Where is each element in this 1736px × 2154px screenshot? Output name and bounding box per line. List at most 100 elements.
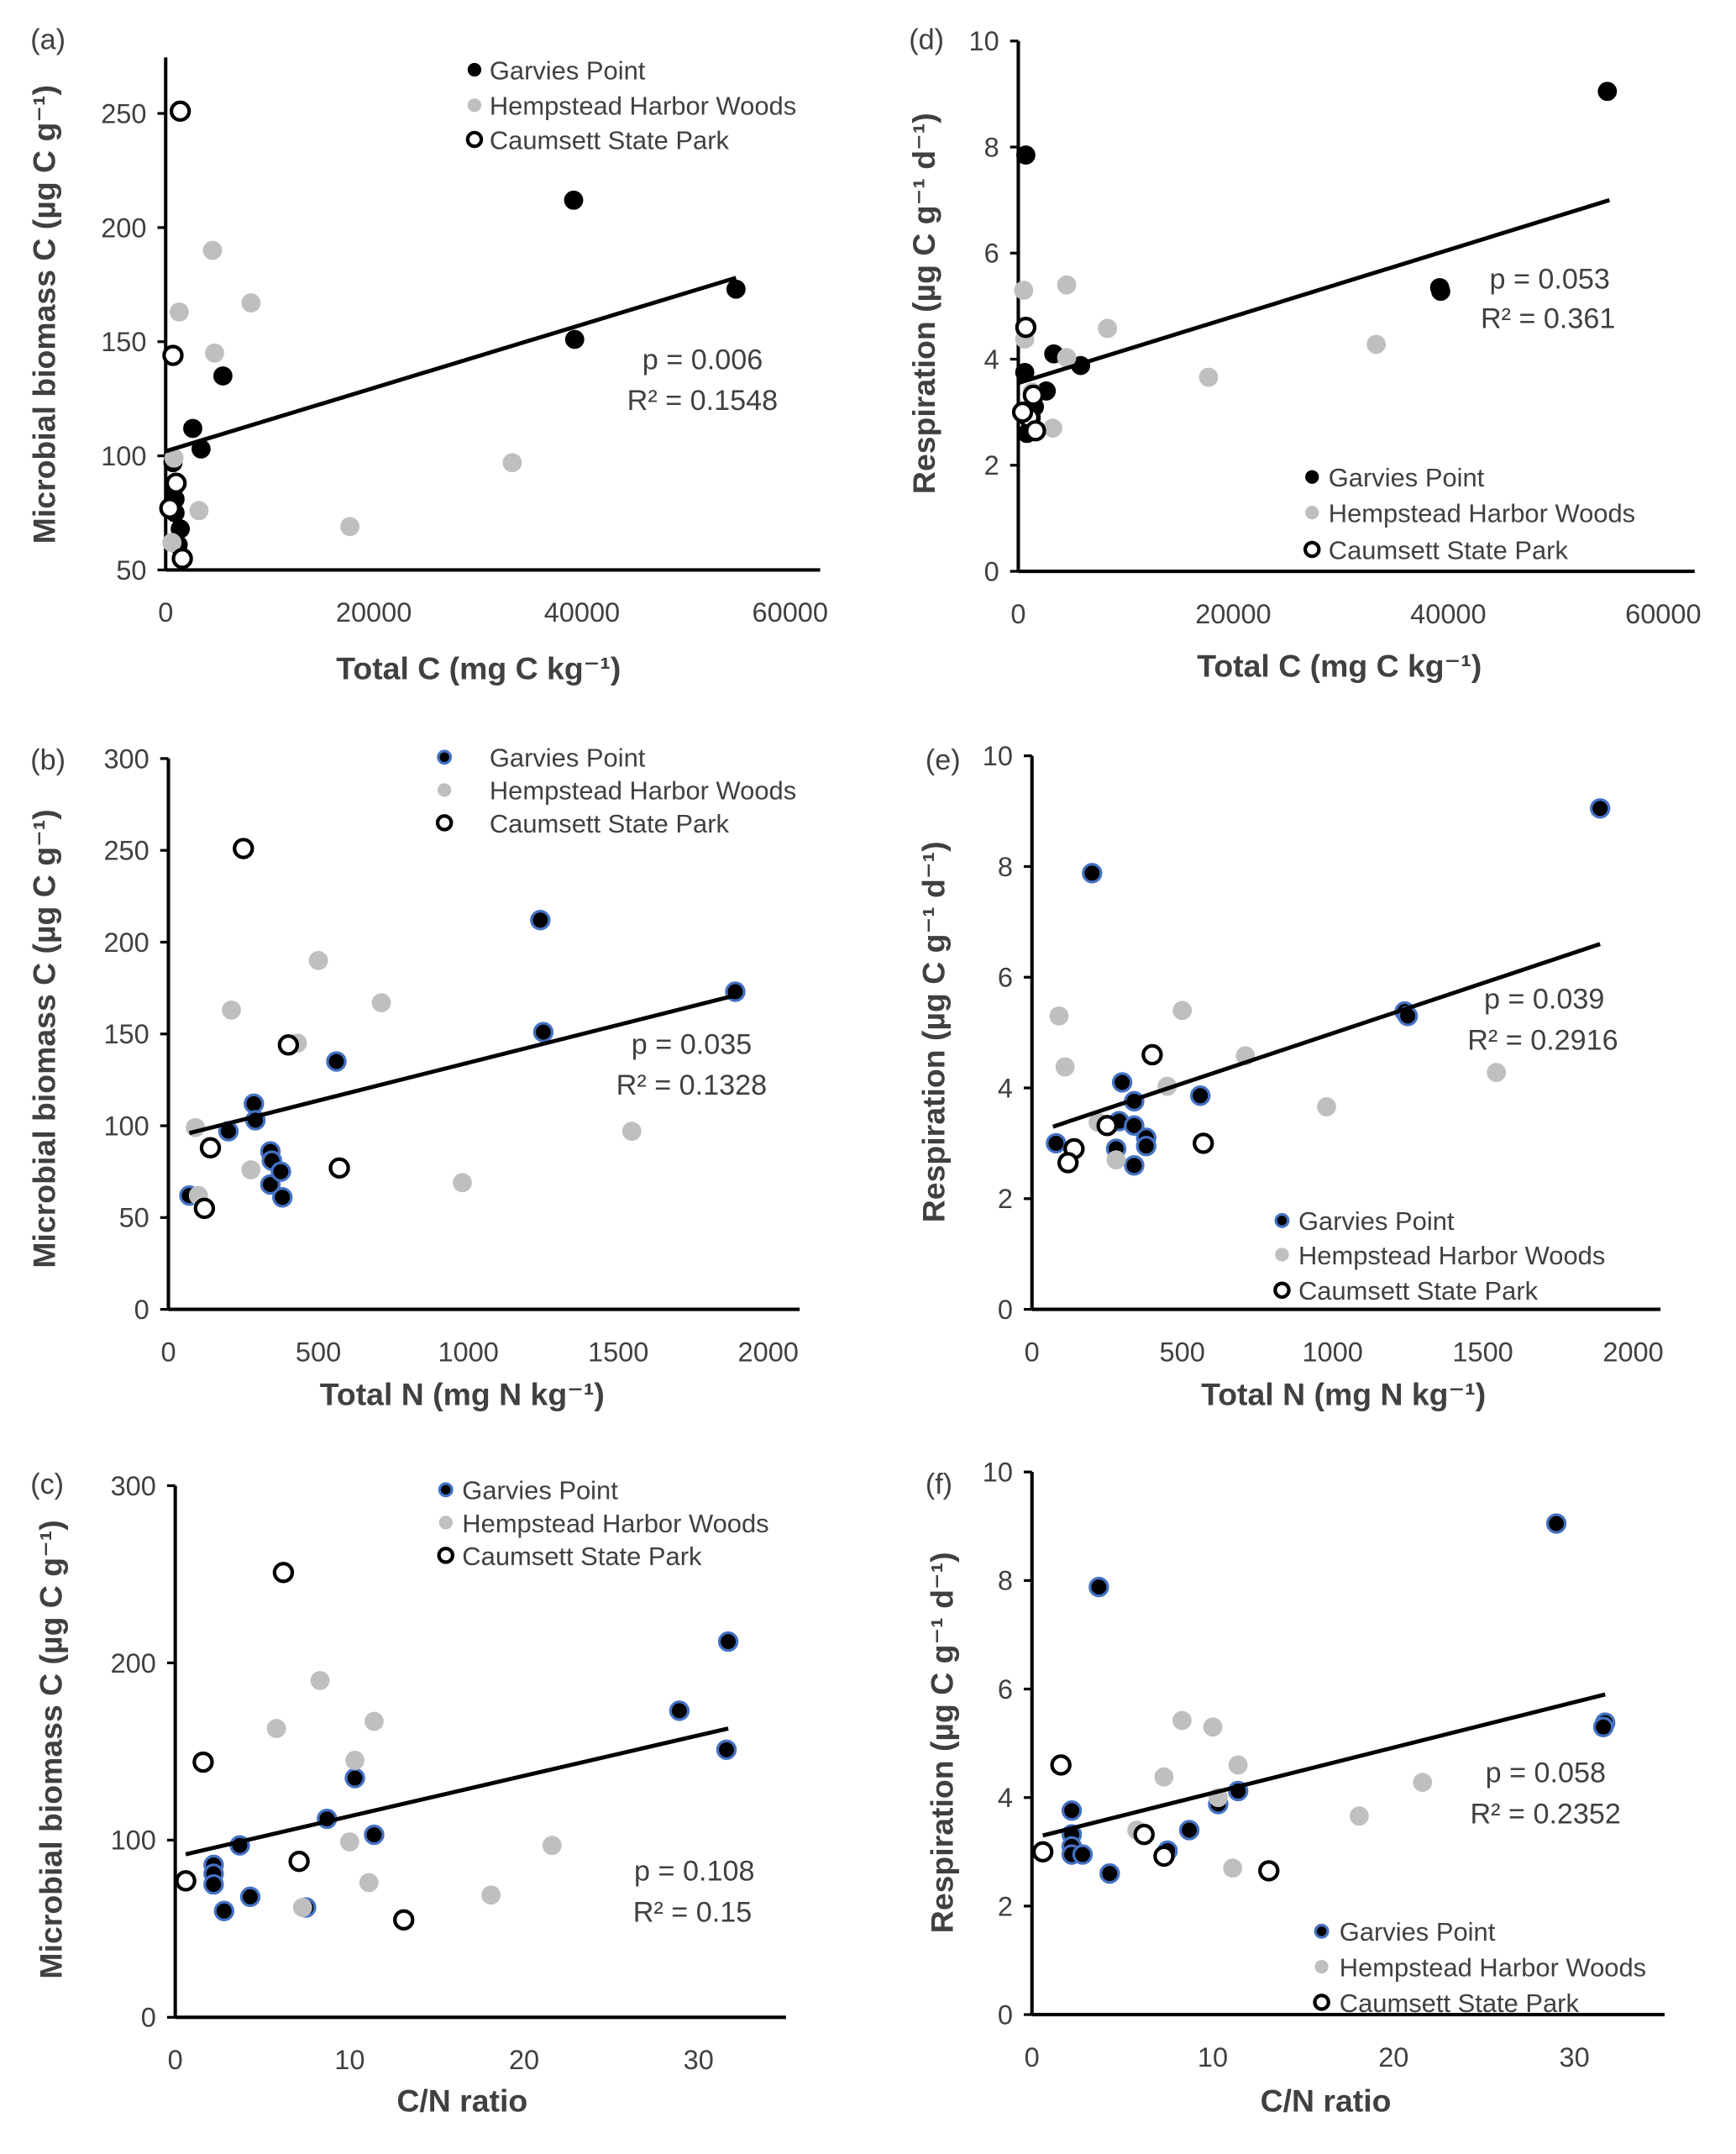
x-tick-label: 0 bbox=[160, 1337, 176, 1367]
point-hempstead-harbor-woods bbox=[1350, 1806, 1369, 1826]
legend-marker bbox=[465, 130, 484, 149]
point-hempstead-harbor-woods bbox=[205, 343, 224, 363]
point-garvies-point bbox=[1124, 1155, 1145, 1176]
panel-a: 50 100 150 200 250 0 20000 40000 60000 Total C (m… bbox=[26, 24, 827, 686]
point-caumsett-state-park bbox=[1050, 1754, 1072, 1776]
legend-entry: Hempstead Harbor Woods bbox=[1298, 1241, 1605, 1270]
point-garvies-point bbox=[564, 329, 585, 349]
y-tick-label: 8 bbox=[998, 852, 1013, 882]
point-garvies-point bbox=[344, 1768, 365, 1789]
y-tick-label: 8 bbox=[998, 1566, 1013, 1596]
point-hempstead-harbor-woods bbox=[481, 1885, 501, 1905]
point-caumsett-state-park bbox=[1022, 384, 1045, 407]
legend-marker bbox=[1314, 1959, 1329, 1974]
point-garvies-point bbox=[564, 190, 584, 210]
legend-marker bbox=[467, 98, 482, 113]
trendline bbox=[165, 276, 737, 454]
panel-c: 0 100 200 300 0 10 20 30 C/N ratio Microbial biom… bbox=[30, 1468, 786, 2119]
y-tick-label: 10 bbox=[983, 741, 1013, 771]
point-hempstead-harbor-woods bbox=[222, 1000, 241, 1020]
point-garvies-point bbox=[239, 1886, 261, 1908]
point-garvies-point bbox=[213, 1900, 235, 1921]
y-tick-label: 200 bbox=[103, 927, 149, 958]
point-caumsett-state-park bbox=[328, 1157, 350, 1179]
legend-entry: Garvies Point bbox=[1329, 463, 1485, 492]
x-tick-label: 0 bbox=[158, 597, 173, 628]
point-garvies-point bbox=[716, 1739, 737, 1760]
x-tick-label: 0 bbox=[1025, 2042, 1040, 2073]
point-hempstead-harbor-woods bbox=[1055, 1057, 1075, 1077]
point-caumsett-state-park bbox=[199, 1137, 222, 1158]
point-garvies-point bbox=[183, 418, 202, 439]
point-garvies-point bbox=[1589, 798, 1611, 819]
legend-marker bbox=[435, 814, 454, 832]
y-tick-label: 4 bbox=[998, 1073, 1013, 1103]
p-value: p = 0.035 bbox=[632, 1028, 752, 1060]
r-squared: R² = 0.2352 bbox=[1470, 1798, 1620, 1830]
legend-marker bbox=[437, 1547, 455, 1564]
point-garvies-point bbox=[1597, 81, 1618, 102]
point-hempstead-harbor-woods bbox=[345, 1751, 365, 1770]
point-hempstead-harbor-woods bbox=[1366, 334, 1387, 355]
point-caumsett-state-park bbox=[159, 497, 181, 519]
legend-entry: Hempstead Harbor Woods bbox=[490, 776, 796, 806]
point-hempstead-harbor-woods bbox=[292, 1898, 312, 1917]
x-axis-label: C/N ratio bbox=[396, 2083, 527, 2119]
point-hempstead-harbor-woods bbox=[1203, 1717, 1223, 1737]
y-tick-label: 150 bbox=[103, 1019, 149, 1049]
point-garvies-point bbox=[1072, 1844, 1094, 1865]
point-caumsett-state-park bbox=[175, 1870, 197, 1892]
y-tick-label: 0 bbox=[134, 1295, 149, 1325]
point-hempstead-harbor-woods bbox=[1198, 367, 1219, 387]
x-tick-label: 40000 bbox=[544, 597, 620, 628]
point-hempstead-harbor-woods bbox=[1106, 1150, 1126, 1170]
y-axis-label: Microbial biomass C (µg C g⁻¹) bbox=[26, 809, 61, 1268]
x-axis-label: C/N ratio bbox=[1261, 2083, 1392, 2119]
legend-marker bbox=[438, 1482, 454, 1498]
point-garvies-point bbox=[1178, 1820, 1200, 1841]
y-tick-label: 100 bbox=[101, 441, 146, 471]
point-garvies-point bbox=[213, 366, 233, 386]
point-caumsett-state-park bbox=[393, 1909, 415, 1931]
point-hempstead-harbor-woods bbox=[1057, 348, 1077, 368]
x-tick-label: 1000 bbox=[1302, 1337, 1362, 1367]
x-tick-label: 30 bbox=[684, 2045, 714, 2075]
legend-marker bbox=[467, 62, 482, 77]
y-tick-label: 8 bbox=[984, 132, 999, 162]
legend-entry: Garvies Point bbox=[1298, 1206, 1455, 1236]
panel-label: (d) bbox=[909, 24, 944, 56]
legend-entry: Garvies Point bbox=[490, 55, 646, 85]
trendline bbox=[188, 993, 737, 1136]
point-hempstead-harbor-woods bbox=[1487, 1063, 1507, 1082]
point-hempstead-harbor-woods bbox=[359, 1873, 379, 1893]
point-garvies-point bbox=[1061, 1800, 1083, 1821]
point-caumsett-state-park bbox=[1258, 1860, 1280, 1882]
x-tick-label: 0 bbox=[1010, 599, 1025, 629]
x-tick-label: 1500 bbox=[588, 1337, 648, 1367]
y-tick-label: 200 bbox=[101, 213, 146, 243]
panel-label: (e) bbox=[926, 744, 961, 776]
y-tick-label: 4 bbox=[998, 1783, 1013, 1813]
point-caumsett-state-park bbox=[1011, 401, 1034, 423]
x-tick-label: 20000 bbox=[1195, 599, 1271, 629]
y-tick-label: 50 bbox=[116, 555, 146, 586]
point-hempstead-harbor-woods bbox=[189, 501, 209, 521]
point-hempstead-harbor-woods bbox=[241, 1160, 261, 1179]
x-tick-label: 60000 bbox=[1625, 599, 1701, 629]
x-tick-label: 10 bbox=[1198, 2042, 1228, 2073]
point-hempstead-harbor-woods bbox=[371, 993, 391, 1012]
y-tick-label: 0 bbox=[984, 556, 999, 586]
panel-label: (a) bbox=[30, 24, 66, 56]
point-hempstead-harbor-woods bbox=[1043, 418, 1062, 438]
trendline bbox=[1042, 1692, 1606, 1838]
point-caumsett-state-park bbox=[1141, 1043, 1163, 1066]
point-garvies-point bbox=[1016, 145, 1036, 165]
x-tick-label: 60000 bbox=[753, 597, 828, 628]
point-garvies-point bbox=[1189, 1085, 1211, 1106]
legend-entry: Garvies Point bbox=[1340, 1917, 1496, 1946]
legend-entry: Caumsett State Park bbox=[1329, 535, 1569, 565]
p-value: p = 0.053 bbox=[1490, 263, 1610, 295]
point-hempstead-harbor-woods bbox=[453, 1173, 472, 1193]
point-hempstead-harbor-woods bbox=[365, 1711, 384, 1731]
legend-marker bbox=[1305, 505, 1319, 520]
